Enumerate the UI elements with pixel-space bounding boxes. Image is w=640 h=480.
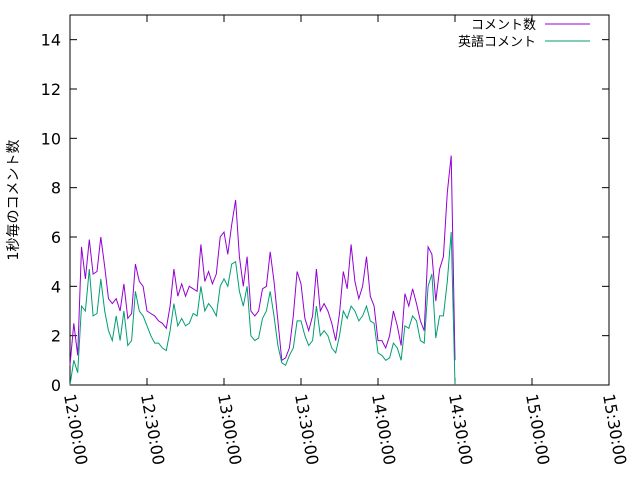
y-tick-label: 12 bbox=[41, 80, 61, 99]
y-tick-label: 10 bbox=[41, 129, 61, 148]
legend: コメント数 英語コメント bbox=[458, 18, 590, 50]
x-tick-label: 12:30:00 bbox=[137, 392, 168, 466]
series-layer bbox=[69, 155, 456, 386]
y-tick-label: 4 bbox=[51, 277, 61, 296]
x-tick-label: 13:30:00 bbox=[291, 392, 322, 466]
y-tick-label: 0 bbox=[51, 376, 61, 395]
x-tick-label: 13:00:00 bbox=[214, 392, 245, 466]
y-axis: 0 2 4 6 8 10 12 14 bbox=[41, 31, 609, 395]
series-line-0 bbox=[69, 155, 456, 366]
x-tick-label: 15:30:00 bbox=[599, 392, 630, 466]
y-tick-label: 8 bbox=[51, 179, 61, 198]
x-tick-label: 14:00:00 bbox=[368, 392, 399, 466]
series-line-1 bbox=[69, 232, 456, 386]
plot-border bbox=[69, 14, 610, 386]
y-tick-label: 6 bbox=[51, 228, 61, 247]
x-axis: 12:00:00 12:30:00 13:00:00 13:30:00 14:00:00… bbox=[60, 15, 630, 466]
legend-label-comments: コメント数 bbox=[471, 18, 536, 33]
y-axis-title: 1秒毎のコメント数 bbox=[6, 140, 22, 261]
legend-label-english: 英語コメント bbox=[458, 34, 536, 50]
x-tick-label: 12:00:00 bbox=[60, 392, 91, 466]
x-tick-label: 14:30:00 bbox=[445, 392, 476, 466]
y-tick-label: 2 bbox=[51, 327, 61, 346]
x-tick-label: 15:00:00 bbox=[522, 392, 553, 466]
y-tick-label: 14 bbox=[41, 31, 61, 50]
